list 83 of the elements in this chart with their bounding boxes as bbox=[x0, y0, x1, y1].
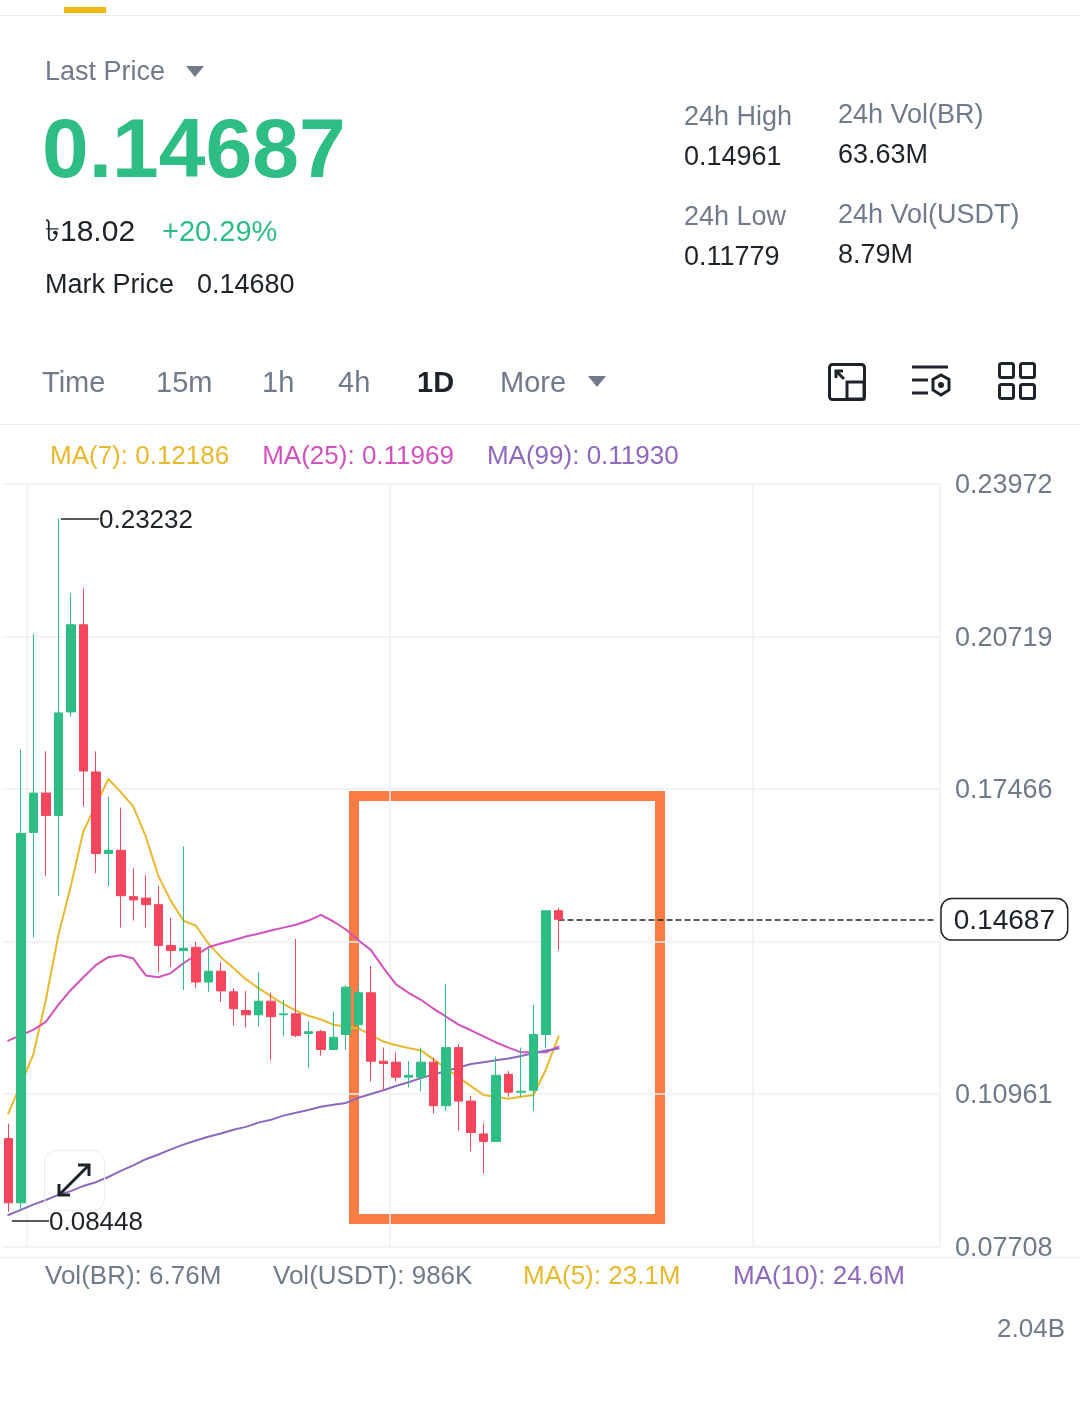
y-tick-label: 0.10961 bbox=[955, 1078, 1053, 1109]
candlestick bbox=[379, 1047, 388, 1091]
text: 24h High bbox=[684, 101, 793, 133]
candlestick bbox=[116, 807, 126, 929]
candlestick bbox=[141, 874, 151, 929]
text: MA(25): 0.11969 bbox=[262, 440, 454, 470]
candlestick bbox=[416, 1047, 426, 1092]
candlestick bbox=[391, 1051, 401, 1082]
text: 0.14961 bbox=[684, 141, 782, 173]
candlestick bbox=[466, 1095, 476, 1152]
candlestick bbox=[229, 987, 238, 1027]
candlestick bbox=[191, 941, 201, 989]
line-series bbox=[7, 913, 560, 1054]
text: MA(5): 23.1M bbox=[523, 1260, 681, 1291]
candlestick bbox=[404, 1060, 413, 1088]
annotation: 0.08448 bbox=[49, 1206, 143, 1237]
text: 0.14680 bbox=[197, 269, 295, 301]
candlestick bbox=[4, 1123, 13, 1213]
ref-line-label: 0.14687 bbox=[953, 903, 1055, 935]
candlestick bbox=[266, 992, 276, 1061]
text: 1h bbox=[262, 366, 295, 400]
candlestick bbox=[516, 1047, 526, 1098]
text: Vol(BR): 6.76M bbox=[45, 1260, 222, 1291]
candlestick bbox=[504, 1070, 513, 1098]
candlestick bbox=[454, 1043, 463, 1132]
text: MA(7): 0.12186 bbox=[50, 440, 230, 470]
candlestick bbox=[179, 846, 188, 991]
candlestick bbox=[129, 867, 138, 922]
line-series bbox=[7, 777, 560, 1115]
text: 24h Low bbox=[684, 201, 787, 233]
candlestick bbox=[216, 961, 226, 1003]
candlestick bbox=[341, 984, 351, 1050]
candlestick bbox=[479, 1123, 488, 1174]
text: 8.79M bbox=[838, 239, 914, 271]
text: 15m bbox=[156, 366, 213, 400]
y-tick-label: 0.17466 bbox=[955, 774, 1053, 805]
candlestick bbox=[204, 947, 213, 993]
candlestick bbox=[279, 999, 288, 1037]
text: MA(99): 0.11930 bbox=[486, 440, 679, 470]
candlestick bbox=[491, 1056, 501, 1142]
text: Last Price bbox=[45, 56, 166, 88]
candlestick bbox=[429, 1056, 438, 1115]
candlestick bbox=[541, 910, 551, 1049]
candlestick bbox=[104, 796, 113, 887]
candlestick bbox=[316, 1029, 326, 1057]
candlestick bbox=[254, 971, 263, 1028]
text: 24h Vol(BR) bbox=[838, 99, 984, 131]
text: More bbox=[500, 366, 567, 400]
candlestick bbox=[166, 917, 176, 968]
text: 4h bbox=[338, 366, 371, 400]
text: Time bbox=[42, 366, 106, 400]
text: Vol(USDT): 986K bbox=[273, 1260, 473, 1291]
candlestick bbox=[529, 1004, 538, 1112]
candlestick bbox=[329, 1011, 338, 1051]
text: ৳18.02 bbox=[45, 214, 136, 249]
candlestick bbox=[66, 592, 76, 718]
text: 2.04B bbox=[997, 1313, 1065, 1344]
text: 1D bbox=[417, 366, 455, 400]
candlestick bbox=[16, 748, 26, 1211]
candlestick bbox=[241, 990, 251, 1028]
candlestick bbox=[354, 984, 363, 1031]
candlestick bbox=[291, 938, 301, 1038]
candlestick bbox=[54, 518, 63, 897]
annotation: 0.23232 bbox=[99, 504, 193, 535]
candlestick bbox=[91, 750, 101, 874]
y-tick-label: 0.20719 bbox=[955, 621, 1053, 652]
candlestick bbox=[441, 983, 451, 1112]
text: 63.63M bbox=[838, 139, 929, 171]
candlestick bbox=[29, 633, 38, 938]
candlestick bbox=[304, 1020, 313, 1069]
candlestick bbox=[41, 750, 51, 877]
text: 24h Vol(USDT) bbox=[838, 199, 1020, 231]
candlestick bbox=[366, 965, 376, 1082]
candlestick bbox=[554, 907, 563, 952]
text: +20.29% bbox=[162, 215, 278, 249]
text: 0.11779 bbox=[684, 241, 780, 273]
text: 0.14687 bbox=[42, 100, 346, 197]
y-tick-label: 0.07708 bbox=[955, 1231, 1053, 1262]
y-tick-label: 0.23972 bbox=[955, 469, 1053, 499]
candlestick bbox=[79, 587, 88, 808]
text: Mark Price bbox=[45, 269, 175, 301]
candlestick bbox=[154, 885, 163, 973]
text: MA(10): 24.6M bbox=[733, 1260, 905, 1291]
